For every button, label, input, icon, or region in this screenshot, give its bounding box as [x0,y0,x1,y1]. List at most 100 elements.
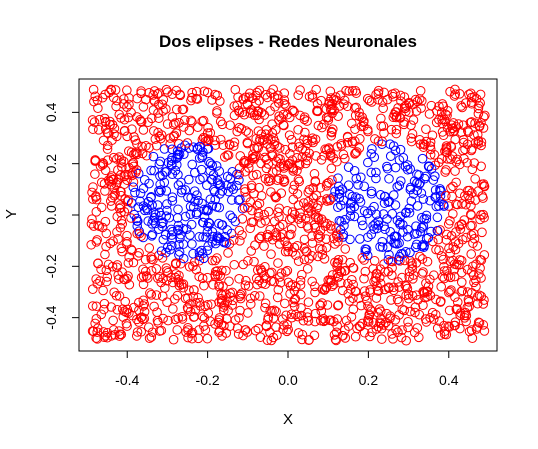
point-blue [215,179,226,190]
point-blue [424,161,434,171]
point-red [124,279,135,290]
point-red [157,253,168,263]
point-red [219,152,230,162]
point-blue [333,202,343,213]
point-red [107,119,118,130]
point-red [113,174,124,185]
point-red [478,123,489,133]
point-red [190,304,201,315]
point-red [151,290,162,300]
data-points [86,84,490,346]
point-red [313,106,323,117]
point-red [112,177,122,188]
point-red [451,304,462,315]
point-red [168,119,179,130]
point-red [278,219,288,230]
point-red [268,167,278,177]
point-blue [432,225,443,236]
point-red [425,274,435,285]
point-red [210,135,220,146]
point-red [268,84,278,95]
point-blue [411,221,421,231]
point-red [295,208,305,218]
point-red [145,288,155,298]
point-red [96,177,107,188]
point-blue [173,169,183,180]
point-red [348,293,358,304]
y-tick-label: 0.2 [43,154,59,174]
point-red [136,116,146,127]
point-red [288,164,299,174]
point-red [199,280,209,291]
point-red [457,234,468,245]
point-blue [187,159,198,170]
point-blue [392,181,403,192]
point-blue [144,178,154,189]
point-red [355,134,365,144]
point-blue [366,148,377,159]
point-red [146,266,157,276]
point-red [102,155,113,165]
point-red [189,285,199,295]
point-red [279,99,290,109]
point-red [325,275,335,285]
point-red [467,333,478,343]
point-red [111,101,121,112]
point-red [282,160,293,171]
point-red [307,92,318,103]
point-blue [173,220,184,231]
point-red [259,209,270,220]
point-red [122,85,132,96]
point-red [383,283,394,294]
point-red [138,279,149,290]
y-tick-label: 0.0 [43,205,59,225]
point-red [328,153,339,163]
point-blue [406,196,417,206]
point-red [391,112,402,123]
point-red [175,258,186,269]
point-blue [209,186,220,197]
point-red [402,283,413,294]
point-red [122,237,132,247]
point-blue [153,224,164,234]
point-blue [345,211,356,221]
point-red [296,303,306,313]
point-red [122,131,132,142]
x-tick-label: -0.4 [115,372,139,388]
point-red [367,327,377,338]
point-red [331,95,341,105]
point-red [337,330,348,341]
point-red [359,273,369,284]
point-red [108,236,118,247]
point-blue [412,185,422,196]
point-blue [174,240,184,250]
point-red [315,300,325,310]
point-red [139,313,150,324]
point-red [322,300,333,310]
point-red [352,147,362,157]
point-blue [400,208,411,218]
point-red [88,182,98,192]
point-red [87,301,98,311]
point-red [162,119,173,129]
point-red [284,130,295,140]
point-blue [349,211,360,222]
y-axis: -0.4 -0.2 0.0 0.2 0.4 [43,102,80,330]
point-red [215,116,226,127]
point-blue [161,247,171,258]
point-red [208,279,218,290]
point-red [276,188,287,198]
point-red [388,282,399,293]
point-red [108,325,119,335]
point-red [459,310,470,321]
point-red [455,188,465,199]
point-blue [333,173,343,183]
point-red [293,214,304,224]
point-red [403,322,413,333]
point-blue [183,192,193,203]
point-blue [174,149,185,160]
point-red [93,125,104,135]
point-blue [351,173,362,184]
point-red [89,221,99,231]
point-red [105,196,116,206]
